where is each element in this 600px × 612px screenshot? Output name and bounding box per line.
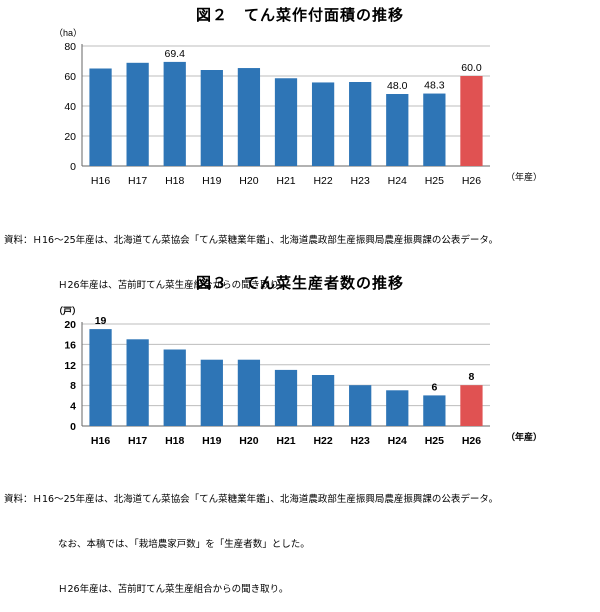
chart2-data-label-H16: 19: [95, 315, 107, 327]
chart2-bar-H24: [386, 390, 409, 426]
chart1-x-tick-label: H16: [91, 175, 110, 187]
chart2-x-unit-label: （年産）: [506, 431, 542, 442]
chart1-y-tick-label: 60: [64, 71, 76, 83]
chart2-x-tick-label: H23: [351, 435, 370, 447]
chart2-x-tick-label: H26: [462, 435, 481, 447]
chart2-y-tick-label: 8: [70, 380, 76, 392]
chart2-y-tick-label: 16: [64, 339, 76, 351]
chart1-bar-H26: [460, 76, 483, 166]
chart1-bar-H16: [89, 68, 112, 166]
chart2-bar-H21: [274, 369, 298, 426]
chart1-x-tick-label: H17: [128, 175, 147, 187]
chart1-bar-H22: [311, 82, 335, 166]
chart2-y-tick-label: 0: [70, 421, 76, 433]
chart1-x-tick-label: H24: [388, 175, 407, 187]
chart1-x-tick-label: H22: [313, 175, 332, 187]
chart1-bar-H23: [349, 82, 372, 166]
chart2-bar-H26: [460, 385, 483, 426]
chart2-data-label-H26: 8: [469, 371, 475, 383]
chart1-bar-H24: [386, 94, 409, 166]
chart2-bar-H23: [349, 385, 372, 426]
chart1-x-tick-label: H23: [351, 175, 370, 187]
chart2-x-tick-label: H16: [91, 435, 110, 447]
chart1-x-tick-label: H18: [165, 175, 184, 187]
chart2-title: 図３ てん菜生産者数の推移: [195, 274, 404, 292]
chart1-bar-H19: [200, 70, 223, 166]
chart1-y-tick-label: 20: [64, 131, 76, 143]
chart1-bar-H18: [163, 61, 186, 166]
chart2-x-tick-label: H24: [388, 435, 407, 447]
chart1-bar-H17: [126, 62, 149, 166]
chart2-x-tick-label: H20: [239, 435, 258, 447]
chart2-x-tick-label: H19: [202, 435, 221, 447]
chart1-x-tick-label: H19: [202, 175, 221, 187]
chart2-bar-H22: [311, 375, 335, 426]
chart1-area-chart: （ha） 0 20 40 60 80 H16 H17 69.4 H18 H19 H20 H21 H22 H2…: [54, 28, 542, 187]
chart2-bar-H19: [200, 359, 223, 426]
chart2-note-3: Ｈ26年産は、苫前町てん菜生産組合からの聞き取り。: [58, 584, 289, 595]
chart1-title: 図２ てん菜作付面積の推移: [195, 6, 404, 24]
chart1-note-1: 資料：Ｈ16～25年産は、北海道てん菜協会「てん菜糖業年鑑」、北海道農政部生産振…: [4, 235, 499, 246]
chart2-bar-H18: [163, 349, 186, 426]
chart1-x-tick-label: H21: [276, 175, 295, 187]
chart1-y-tick-label: 40: [64, 101, 76, 113]
chart1-bar-H25: [423, 93, 446, 166]
chart1-source-notes: 資料：Ｈ16～25年産は、北海道てん菜協会「てん菜糖業年鑑」、北海道農政部生産振…: [4, 203, 498, 308]
chart1-x-tick-label: H25: [425, 175, 444, 187]
chart2-x-tick-label: H17: [128, 435, 147, 447]
chart2-x-tick-label: H21: [276, 435, 295, 447]
chart2-bar-H16: [89, 329, 112, 426]
chart2-bar-H17: [126, 339, 149, 426]
chart1-data-label-H18: 69.4: [165, 48, 186, 60]
chart1-data-label-H25: 48.3: [424, 80, 445, 92]
chart2-bar-H20: [237, 359, 261, 426]
chart1-y-tick-label: 80: [64, 41, 76, 53]
chart2-note-1: 資料：Ｈ16～25年産は、北海道てん菜協会「てん菜糖業年鑑」、北海道農政部生産振…: [4, 494, 499, 505]
chart2-source-notes: 資料：Ｈ16～25年産は、北海道てん菜協会「てん菜糖業年鑑」、北海道農政部生産振…: [4, 462, 498, 612]
chart1-x-tick-label: H20: [239, 175, 258, 187]
chart2-y-unit-label: （戸）: [54, 306, 81, 316]
chart2-x-tick-label: H25: [425, 435, 444, 447]
chart1-data-label-H26: 60.0: [461, 62, 482, 74]
chart1-y-unit-label: （ha）: [54, 28, 82, 38]
chart2-x-tick-label: H22: [313, 435, 332, 447]
chart2-y-tick-label: 20: [64, 319, 76, 331]
chart1-x-unit-label: （年産）: [506, 171, 542, 182]
chart1-data-label-H24: 48.0: [387, 80, 408, 92]
chart1-x-tick-label: H26: [462, 175, 481, 187]
chart1-note-2: Ｈ26年産は、苫前町てん菜生産組合からの聞き取り。: [58, 280, 289, 291]
chart1-bar-H21: [274, 78, 298, 166]
chart2-y-tick-label: 4: [70, 401, 76, 413]
chart2-y-tick-label: 12: [64, 360, 76, 372]
chart2-data-label-H25: 6: [431, 381, 437, 393]
chart1-bar-H20: [237, 68, 261, 166]
chart2-bar-H25: [423, 395, 446, 426]
chart1-y-tick-label: 0: [70, 161, 76, 173]
chart2-note-2: なお、本稿では、「栽培農家戸数」を「生産者数」とした。: [58, 539, 310, 550]
chart2-x-tick-label: H18: [165, 435, 184, 447]
chart2-producers-chart: （戸） 0 4 8 12 16 20 19 H16 H17 H18 H19 H20 H21 H22 H23 H2…: [54, 306, 542, 447]
